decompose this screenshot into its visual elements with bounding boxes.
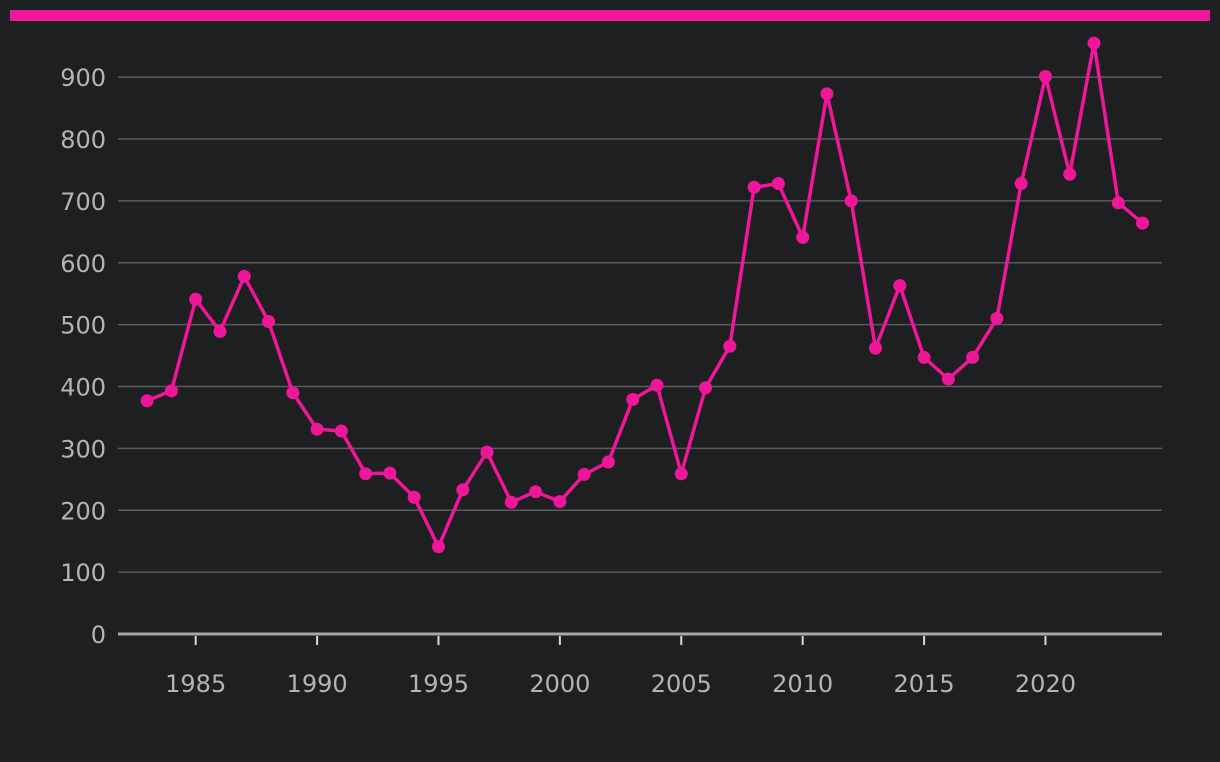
data-point bbox=[1038, 70, 1052, 84]
y-tick-label: 800 bbox=[60, 126, 106, 154]
x-tick-label: 2020 bbox=[1015, 670, 1076, 698]
data-point bbox=[747, 180, 761, 194]
y-tick-label: 100 bbox=[60, 559, 106, 587]
accent-top-bar bbox=[10, 10, 1210, 21]
data-point bbox=[796, 230, 810, 244]
data-point bbox=[529, 485, 543, 499]
x-tick-label: 1990 bbox=[287, 670, 348, 698]
data-point bbox=[990, 311, 1004, 325]
data-point bbox=[310, 422, 324, 436]
x-tick-label: 1995 bbox=[408, 670, 469, 698]
y-tick-label: 900 bbox=[60, 64, 106, 92]
x-axis: 1985 1990 1995 2000 2005 2010 2015 2020 bbox=[118, 632, 1162, 698]
data-point bbox=[237, 269, 251, 283]
data-point bbox=[1111, 196, 1125, 210]
data-point bbox=[626, 392, 640, 406]
data-point bbox=[189, 292, 203, 306]
data-point bbox=[1136, 216, 1150, 230]
x-tick-label: 1985 bbox=[165, 670, 226, 698]
data-point bbox=[164, 384, 178, 398]
data-point bbox=[504, 495, 518, 509]
data-point bbox=[334, 424, 348, 438]
x-tick-label: 2005 bbox=[651, 670, 712, 698]
data-point bbox=[577, 467, 591, 481]
series-layer bbox=[140, 36, 1150, 554]
data-point bbox=[723, 339, 737, 353]
y-tick-label: 300 bbox=[60, 435, 106, 463]
data-point bbox=[917, 350, 931, 364]
data-point bbox=[456, 483, 470, 497]
data-point bbox=[650, 378, 664, 392]
y-tick-label: 0 bbox=[91, 621, 106, 649]
y-tick-label: 400 bbox=[60, 374, 106, 402]
data-point bbox=[966, 350, 980, 364]
y-tick-label: 600 bbox=[60, 250, 106, 278]
series-line bbox=[145, 41, 1145, 549]
data-point bbox=[553, 495, 567, 509]
data-point bbox=[601, 455, 615, 469]
data-point bbox=[407, 490, 421, 504]
y-tick-label: 700 bbox=[60, 188, 106, 216]
data-point bbox=[844, 194, 858, 208]
data-point bbox=[1014, 177, 1028, 191]
data-point bbox=[771, 177, 785, 191]
data-point bbox=[1063, 167, 1077, 181]
x-tick-label: 2010 bbox=[772, 670, 833, 698]
x-tick-label: 2000 bbox=[529, 670, 590, 698]
data-point bbox=[674, 467, 688, 481]
data-point bbox=[699, 381, 713, 395]
data-point bbox=[140, 394, 154, 408]
data-point bbox=[893, 279, 907, 293]
data-point bbox=[286, 386, 300, 400]
data-point bbox=[941, 372, 955, 386]
y-axis: 0 100 200 300 400 500 600 700 800 900 bbox=[60, 64, 106, 649]
y-tick-label: 200 bbox=[60, 497, 106, 525]
data-point bbox=[820, 87, 834, 101]
data-point bbox=[213, 324, 227, 338]
data-point bbox=[359, 467, 373, 481]
data-point bbox=[383, 466, 397, 480]
data-point bbox=[431, 540, 445, 554]
y-tick-label: 500 bbox=[60, 312, 106, 340]
data-point bbox=[1087, 36, 1101, 50]
x-tick-label: 2015 bbox=[894, 670, 955, 698]
data-point bbox=[869, 341, 883, 355]
data-point bbox=[480, 445, 494, 459]
data-point bbox=[262, 315, 276, 329]
